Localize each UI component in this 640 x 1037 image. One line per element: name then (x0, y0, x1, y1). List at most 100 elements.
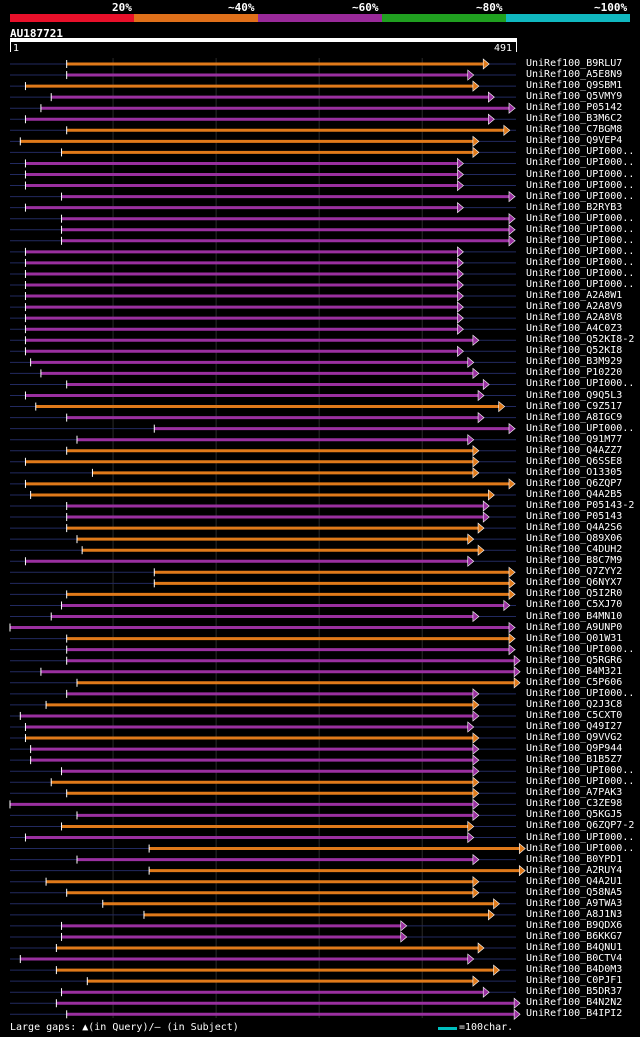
hit-label-8[interactable]: UniRef100_Q9VEP4 (526, 135, 623, 147)
hit-label-79[interactable]: UniRef100_B9QDX6 (526, 919, 623, 931)
hit-label-3[interactable]: UniRef100_Q9SBM1 (526, 80, 623, 92)
hit-label-64[interactable]: UniRef100_B1B5Z7 (526, 754, 623, 766)
hit-label-52[interactable]: UniRef100_A9UNP0 (526, 621, 623, 633)
hit-label-5[interactable]: UniRef100_P05142 (526, 102, 623, 114)
hit-label-66[interactable]: UniRef100_UPI000.. (526, 776, 635, 788)
hit-label-85[interactable]: UniRef100_B5DR37 (526, 986, 623, 998)
legend-label-60: ~60% (352, 1, 379, 14)
hit-label-12[interactable]: UniRef100_UPI000.. (526, 179, 635, 191)
hit-label-56[interactable]: UniRef100_B4M321 (526, 665, 623, 677)
hit-label-38[interactable]: UniRef100_O13305 (526, 466, 623, 478)
hit-label-80[interactable]: UniRef100_B6KKG7 (526, 930, 623, 942)
hit-label-15[interactable]: UniRef100_UPI000.. (526, 212, 635, 224)
hit-label-53[interactable]: UniRef100_Q01W31 (526, 632, 623, 644)
hit-label-50[interactable]: UniRef100_C5XJ70 (526, 599, 623, 611)
hit-label-4[interactable]: UniRef100_Q5VMY9 (526, 91, 623, 103)
hit-label-14[interactable]: UniRef100_B2RYB3 (526, 201, 623, 213)
hit-label-86[interactable]: UniRef100_B4N2N2 (526, 997, 623, 1009)
hit-arrow-37 (472, 456, 480, 468)
hit-label-63[interactable]: UniRef100_Q9P944 (526, 743, 623, 755)
hit-arrow-38 (472, 467, 480, 479)
hit-label-75[interactable]: UniRef100_Q4A2U1 (526, 875, 623, 887)
hit-label-60[interactable]: UniRef100_C5CXT0 (526, 709, 623, 721)
hit-label-76[interactable]: UniRef100_Q58NA5 (526, 886, 623, 898)
hit-label-11[interactable]: UniRef100_UPI000.. (526, 168, 635, 180)
hit-label-54[interactable]: UniRef100_UPI000.. (526, 643, 635, 655)
hit-arrow-65 (472, 765, 480, 777)
hit-arrow-45 (477, 544, 485, 556)
legend-label-20: 20% (112, 1, 132, 14)
hit-arrow-78 (488, 909, 495, 921)
hit-label-1[interactable]: UniRef100_B9RLU7 (526, 58, 623, 69)
hit-label-69[interactable]: UniRef100_Q5KGJ5 (526, 809, 623, 821)
hit-label-2[interactable]: UniRef100_A5E8N9 (526, 69, 623, 81)
hit-label-7[interactable]: UniRef100_C7BGM8 (526, 124, 623, 136)
hit-label-73[interactable]: UniRef100_B0YPD1 (526, 853, 623, 865)
hit-label-46[interactable]: UniRef100_B8C7M9 (526, 555, 623, 567)
hit-label-39[interactable]: UniRef100_Q6ZQP7 (526, 477, 623, 489)
hit-label-42[interactable]: UniRef100_P05143 (526, 511, 623, 523)
hit-label-59[interactable]: UniRef100_Q2J3C8 (526, 698, 623, 710)
hit-label-87[interactable]: UniRef100_B4IPI2 (526, 1008, 623, 1020)
hit-label-48[interactable]: UniRef100_Q6NYX7 (526, 577, 623, 589)
hit-arrow-25 (457, 323, 464, 335)
hit-label-35[interactable]: UniRef100_Q91M77 (526, 433, 623, 445)
hit-label-82[interactable]: UniRef100_B0CTV4 (526, 953, 623, 965)
hit-label-30[interactable]: UniRef100_UPI000.. (526, 378, 635, 390)
hit-arrow-10 (457, 157, 464, 170)
hit-arrow-51 (472, 610, 480, 623)
hit-label-58[interactable]: UniRef100_UPI000.. (526, 687, 635, 699)
hit-label-74[interactable]: UniRef100_A2RUY4 (526, 864, 623, 876)
hit-label-67[interactable]: UniRef100_A7PAK3 (526, 787, 623, 799)
hit-label-16[interactable]: UniRef100_UPI000.. (526, 223, 635, 235)
hit-label-84[interactable]: UniRef100_C0PJF1 (526, 975, 623, 987)
hit-label-45[interactable]: UniRef100_C4DUH2 (526, 544, 623, 556)
hit-label-32[interactable]: UniRef100_C9Z517 (526, 400, 623, 412)
hit-label-17[interactable]: UniRef100_UPI000.. (526, 234, 635, 246)
hit-label-33[interactable]: UniRef100_A8IGC9 (526, 411, 623, 423)
hit-label-51[interactable]: UniRef100_B4MN10 (526, 610, 623, 622)
hit-label-43[interactable]: UniRef100_Q4A2S6 (526, 522, 623, 534)
hit-label-18[interactable]: UniRef100_UPI000.. (526, 245, 635, 257)
hit-label-47[interactable]: UniRef100_Q7ZYY2 (526, 566, 623, 578)
hit-label-34[interactable]: UniRef100_UPI000.. (526, 422, 635, 434)
hit-label-72[interactable]: UniRef100_UPI000.. (526, 842, 635, 854)
hit-label-36[interactable]: UniRef100_Q4AZZ7 (526, 444, 623, 456)
hit-label-78[interactable]: UniRef100_A8J1N3 (526, 908, 623, 920)
hit-label-71[interactable]: UniRef100_UPI000.. (526, 831, 635, 843)
hit-label-77[interactable]: UniRef100_A9TWA3 (526, 897, 623, 909)
hit-label-29[interactable]: UniRef100_P10220 (526, 367, 623, 379)
hit-label-57[interactable]: UniRef100_C5P606 (526, 676, 623, 688)
hit-label-81[interactable]: UniRef100_B4QNU1 (526, 942, 623, 953)
hit-label-55[interactable]: UniRef100_Q5RGR6 (526, 654, 623, 666)
hit-label-24[interactable]: UniRef100_A2A8V8 (526, 312, 623, 324)
hit-label-37[interactable]: UniRef100_Q6SSE8 (526, 455, 623, 467)
hit-label-68[interactable]: UniRef100_C3ZE98 (526, 798, 623, 810)
hit-label-49[interactable]: UniRef100_Q5I2R0 (526, 588, 623, 600)
hit-label-31[interactable]: UniRef100_Q9Q5L3 (526, 389, 623, 401)
hit-label-70[interactable]: UniRef100_Q6ZQP7-2 (526, 820, 635, 832)
hit-label-41[interactable]: UniRef100_P05143-2 (526, 500, 635, 511)
hit-label-65[interactable]: UniRef100_UPI000.. (526, 765, 635, 777)
hit-label-62[interactable]: UniRef100_Q9VVG2 (526, 732, 623, 744)
hit-label-13[interactable]: UniRef100_UPI000.. (526, 190, 635, 202)
hit-label-61[interactable]: UniRef100_Q49I27 (526, 721, 623, 732)
hit-label-9[interactable]: UniRef100_UPI000.. (526, 146, 635, 158)
hit-label-22[interactable]: UniRef100_A2A8W1 (526, 290, 623, 302)
hit-arrow-8 (472, 135, 480, 147)
hit-label-23[interactable]: UniRef100_A2A8V9 (526, 301, 623, 313)
hit-label-83[interactable]: UniRef100_B4D0M3 (526, 964, 623, 976)
hit-label-20[interactable]: UniRef100_UPI000.. (526, 267, 635, 279)
hit-label-25[interactable]: UniRef100_A4C0Z3 (526, 323, 623, 335)
hit-label-44[interactable]: UniRef100_Q89X06 (526, 533, 623, 545)
hit-label-40[interactable]: UniRef100_Q4A2B5 (526, 488, 623, 500)
hit-label-10[interactable]: UniRef100_UPI000.. (526, 157, 635, 169)
hit-label-6[interactable]: UniRef100_B3M6C2 (526, 113, 623, 125)
hit-label-21[interactable]: UniRef100_UPI000.. (526, 279, 635, 290)
hit-arrow-66 (472, 776, 480, 788)
hit-label-27[interactable]: UniRef100_Q52KI8 (526, 345, 623, 357)
hit-label-19[interactable]: UniRef100_UPI000.. (526, 256, 635, 268)
hit-label-26[interactable]: UniRef100_Q52KI8-2 (526, 334, 635, 346)
hit-arrow-79 (400, 920, 408, 932)
hit-label-28[interactable]: UniRef100_B3M929 (526, 356, 623, 368)
